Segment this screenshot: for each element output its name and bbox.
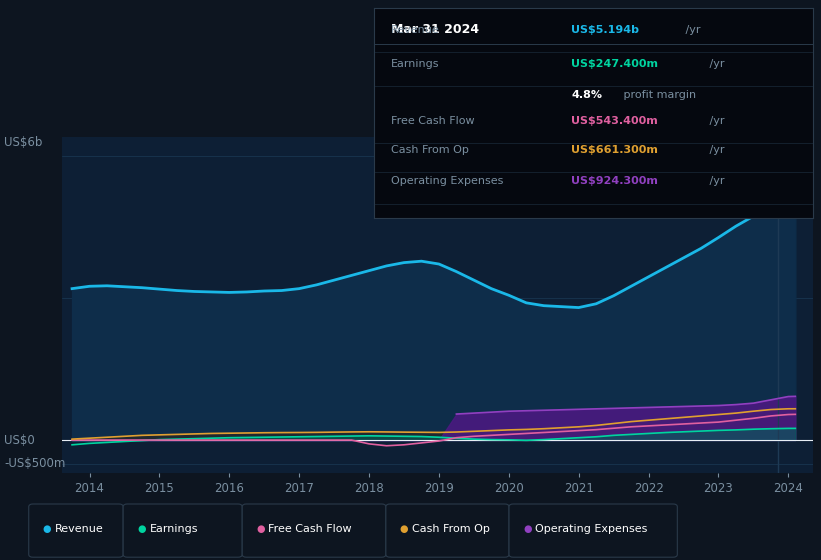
Text: Operating Expenses: Operating Expenses <box>535 524 648 534</box>
Text: US$247.400m: US$247.400m <box>571 59 658 69</box>
Text: Mar 31 2024: Mar 31 2024 <box>391 23 479 36</box>
Text: /yr: /yr <box>707 176 725 186</box>
Text: Revenue: Revenue <box>55 524 103 534</box>
Text: Free Cash Flow: Free Cash Flow <box>268 524 352 534</box>
Text: /yr: /yr <box>707 115 725 125</box>
Text: US$543.400m: US$543.400m <box>571 115 658 125</box>
Text: /yr: /yr <box>707 59 725 69</box>
Text: -US$500m: -US$500m <box>4 457 66 470</box>
Text: Operating Expenses: Operating Expenses <box>391 176 503 186</box>
Text: Revenue: Revenue <box>391 25 440 35</box>
Text: US$0: US$0 <box>4 433 34 446</box>
Text: profit margin: profit margin <box>621 90 696 100</box>
Text: ●: ● <box>400 524 408 534</box>
Text: Cash From Op: Cash From Op <box>412 524 490 534</box>
Text: ●: ● <box>43 524 51 534</box>
Text: ●: ● <box>523 524 531 534</box>
Text: US$6b: US$6b <box>4 136 43 148</box>
Text: ●: ● <box>137 524 145 534</box>
Text: /yr: /yr <box>707 145 725 155</box>
Text: US$661.300m: US$661.300m <box>571 145 658 155</box>
Text: 4.8%: 4.8% <box>571 90 603 100</box>
Text: US$5.194b: US$5.194b <box>571 25 640 35</box>
Text: US$924.300m: US$924.300m <box>571 176 658 186</box>
Text: /yr: /yr <box>682 25 700 35</box>
Text: Cash From Op: Cash From Op <box>391 145 469 155</box>
Text: Earnings: Earnings <box>391 59 439 69</box>
Text: Earnings: Earnings <box>149 524 198 534</box>
Text: Free Cash Flow: Free Cash Flow <box>391 115 475 125</box>
Text: ●: ● <box>256 524 264 534</box>
